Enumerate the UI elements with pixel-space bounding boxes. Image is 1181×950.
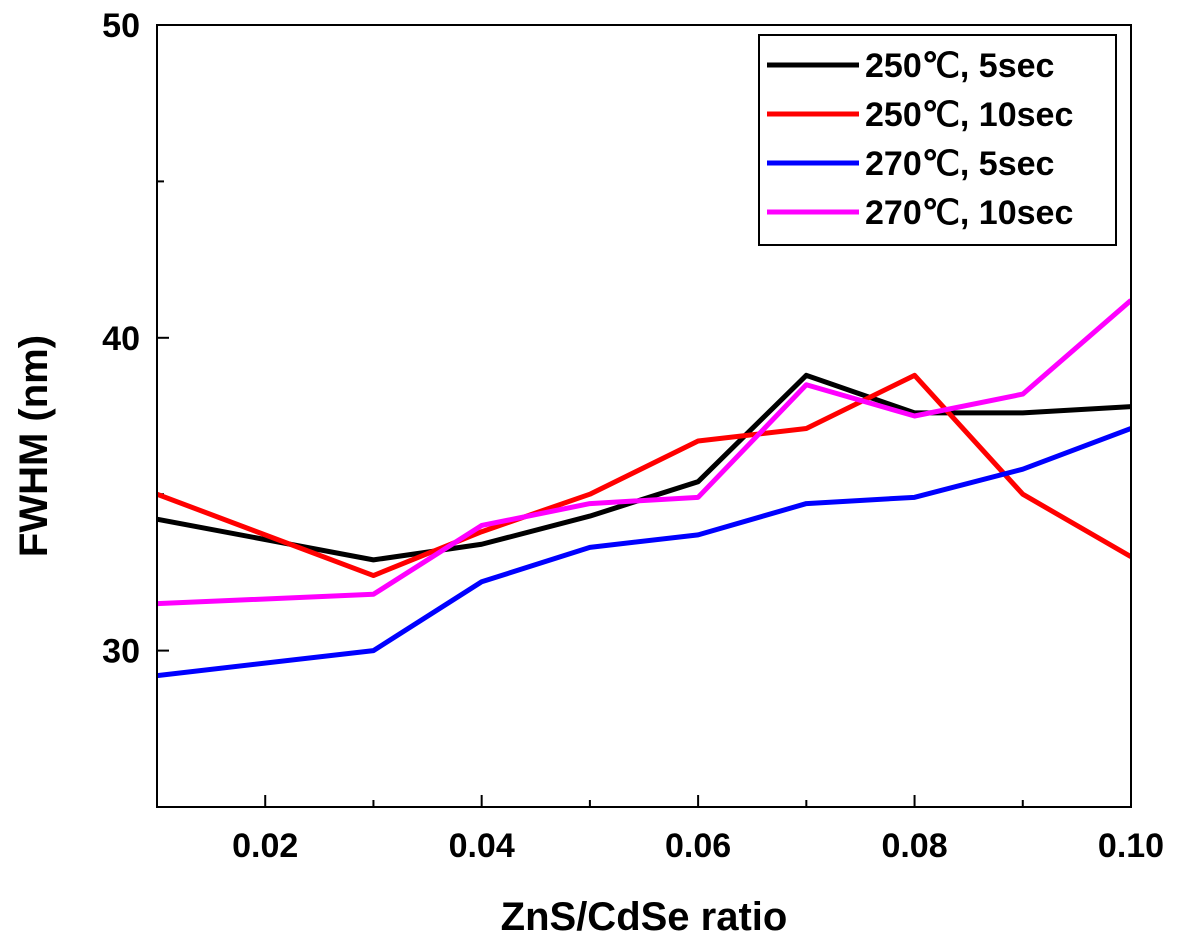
series-line-2: [157, 372, 1131, 579]
series-lines: [157, 298, 1131, 679]
legend-label-4: 270℃, 10sec: [865, 194, 1073, 232]
legend: 250℃, 5sec 250℃, 10sec 270℃, 5sec 270℃, 10s…: [758, 34, 1117, 246]
y-tick-label: 50: [102, 7, 140, 45]
legend-label-1: 250℃, 5sec: [865, 47, 1054, 85]
legend-label-3: 270℃, 5sec: [865, 145, 1054, 183]
plot-frame: [156, 24, 1132, 808]
series-line-4: [157, 298, 1131, 607]
legend-label-2: 250℃, 10sec: [865, 96, 1073, 134]
x-tick-label: 0.04: [449, 827, 515, 865]
x-tick-label: 0.08: [881, 827, 947, 865]
x-axis-title: ZnS/CdSe ratio: [501, 895, 788, 939]
y-tick-labels: 30 40 50: [102, 7, 140, 671]
series-line-3: [157, 426, 1131, 679]
y-tick-label: 40: [102, 320, 140, 358]
series-line-1: [157, 372, 1131, 563]
x-tick-labels: 0.02 0.04 0.06 0.08 0.10: [232, 827, 1164, 865]
x-tick-label: 0.02: [232, 827, 298, 865]
y-tick-label: 30: [102, 633, 140, 671]
y-axis-title: FWHM (nm): [12, 335, 56, 557]
x-tick-label: 0.10: [1098, 827, 1164, 865]
x-tick-label: 0.06: [665, 827, 731, 865]
